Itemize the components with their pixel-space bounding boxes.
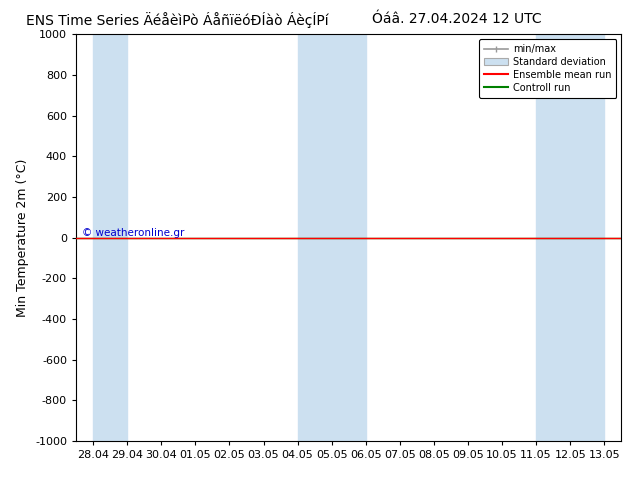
Bar — [297, 34, 366, 441]
Y-axis label: Min Temperature 2m (°C): Min Temperature 2m (°C) — [16, 158, 30, 317]
Text: © weatheronline.gr: © weatheronline.gr — [82, 228, 184, 238]
Text: Óáâ. 27.04.2024 12 UTC: Óáâ. 27.04.2024 12 UTC — [372, 12, 541, 26]
Bar — [536, 34, 604, 441]
Text: ENS Time Series ÄéåèìPò ÁåñïëóÐÍàò ÁèçÍPí: ENS Time Series ÄéåèìPò ÁåñïëóÐÍàò ÁèçÍP… — [26, 12, 329, 28]
Bar — [93, 34, 127, 441]
Legend: min/max, Standard deviation, Ensemble mean run, Controll run: min/max, Standard deviation, Ensemble me… — [479, 39, 616, 98]
